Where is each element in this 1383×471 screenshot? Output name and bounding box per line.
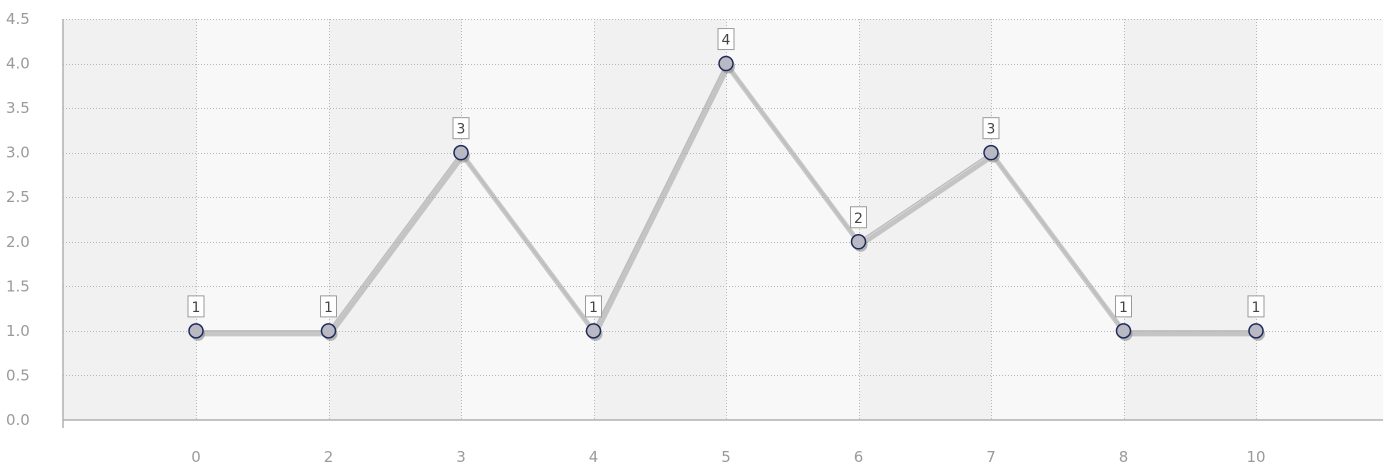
data-label: 1 [1248, 296, 1264, 317]
x-tick-label: 10 [1246, 448, 1265, 466]
data-point [587, 324, 601, 338]
plot-band [1124, 19, 1257, 420]
x-tick-label: 4 [589, 448, 599, 466]
data-point [1117, 324, 1131, 338]
plot-band [329, 19, 462, 420]
plot-band [64, 19, 197, 420]
plot-band [462, 19, 595, 420]
y-tick-label: 0.5 [6, 366, 30, 384]
data-point [984, 146, 998, 160]
plot-band [197, 19, 330, 420]
data-label: 1 [321, 296, 337, 317]
data-label-text: 1 [324, 300, 333, 316]
data-point [852, 235, 866, 249]
data-label: 4 [718, 29, 734, 50]
x-tick-label: 3 [456, 448, 466, 466]
data-label: 3 [453, 118, 469, 139]
y-axis-ticks: 0.0 0.5 1.0 1.5 2.0 2.5 3.0 3.5 4.0 4.5 [6, 10, 30, 429]
data-point [454, 146, 468, 160]
y-tick-label: 1.0 [6, 322, 30, 340]
y-tick-label: 1.5 [6, 277, 30, 295]
data-label-text: 1 [589, 300, 598, 316]
x-tick-label: 0 [191, 448, 201, 466]
data-label-text: 1 [1252, 300, 1261, 316]
data-label: 1 [188, 296, 204, 317]
data-point [719, 57, 733, 71]
data-label-text: 1 [1119, 300, 1128, 316]
x-tick-label: 7 [986, 448, 996, 466]
y-tick-label: 4.5 [6, 10, 30, 28]
data-label-text: 4 [722, 33, 731, 49]
data-label: 2 [851, 207, 867, 228]
x-tick-label: 8 [1119, 448, 1129, 466]
data-point [322, 324, 336, 338]
data-label: 3 [983, 118, 999, 139]
data-label: 1 [586, 296, 602, 317]
x-axis-ticks: 0 2 3 4 5 6 7 8 10 [191, 448, 1265, 466]
plot-band [992, 19, 1125, 420]
x-tick-label: 6 [854, 448, 864, 466]
y-tick-label: 0.0 [6, 411, 30, 429]
data-label-text: 1 [192, 300, 201, 316]
plot-band [859, 19, 992, 420]
x-tick-label: 2 [324, 448, 334, 466]
plot-band [1257, 19, 1383, 420]
data-label-text: 3 [987, 122, 996, 138]
data-point [189, 324, 203, 338]
plot-band [594, 19, 727, 420]
y-tick-label: 3.5 [6, 99, 30, 117]
y-tick-label: 2.5 [6, 188, 30, 206]
y-tick-label: 2.0 [6, 233, 30, 251]
data-label: 1 [1116, 296, 1132, 317]
data-point [1249, 324, 1263, 338]
y-tick-label: 4.0 [6, 55, 30, 73]
x-tick-label: 5 [721, 448, 731, 466]
y-tick-label: 3.0 [6, 144, 30, 162]
data-label-text: 2 [854, 211, 863, 227]
data-label-text: 3 [457, 122, 466, 138]
